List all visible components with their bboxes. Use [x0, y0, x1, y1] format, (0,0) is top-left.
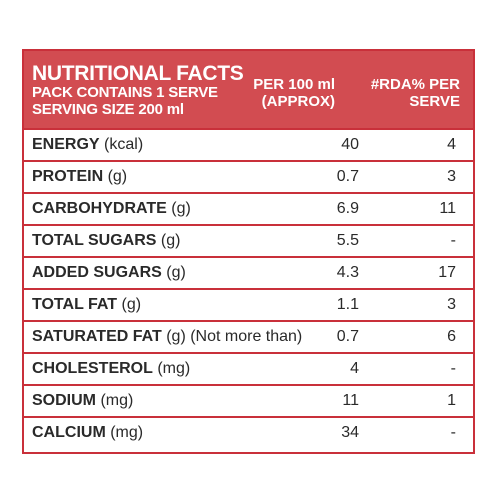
nutrient-rda-value: - — [450, 424, 456, 441]
nutrient-per100-value: 1.1 — [336, 296, 359, 313]
nutrient-per100-value: 11 — [342, 392, 359, 409]
nutrient-row-cholesterol: CHOLESTEROL (mg) 4 - — [24, 354, 473, 386]
nutrient-row-saturated-fat: SATURATED FAT (g) (Not more than) 0.7 6 — [24, 322, 473, 354]
nutrient-unit: (kcal) — [104, 136, 144, 153]
nutrient-name: TOTAL SUGARS — [32, 232, 157, 249]
nutrient-rda-value: - — [450, 360, 456, 377]
nutrient-unit: (g) — [121, 296, 142, 313]
pack-contains-line: PACK CONTAINS 1 SERVE — [32, 84, 218, 101]
nutrient-label: ADDED SUGARS (g) — [32, 264, 186, 282]
nutrient-rda-value: 6 — [447, 328, 456, 345]
nutrient-unit: (mg) — [157, 360, 191, 377]
nutrient-label: TOTAL SUGARS (g) — [32, 232, 180, 250]
column-header-rda-line1: #RDA% PER — [370, 76, 460, 93]
nutrient-name: SATURATED FAT — [32, 328, 162, 345]
nutrient-row-carbohydrate: CARBOHYDRATE (g) 6.9 11 — [24, 194, 473, 226]
nutrient-per100-value: 0.7 — [336, 168, 359, 185]
column-header-per-100ml-line1: PER 100 ml — [253, 76, 335, 93]
nutrient-rda-value: - — [450, 232, 456, 249]
nutrient-rda-value: 1 — [447, 392, 456, 409]
nutrient-unit: (g) — [166, 264, 186, 281]
nutrient-label: CARBOHYDRATE (g) — [32, 200, 191, 218]
nutrition-facts-panel: NUTRITIONAL FACTS PACK CONTAINS 1 SERVE … — [22, 49, 475, 454]
nutrient-rda-value: 17 — [438, 264, 456, 281]
nutrient-label: SODIUM (mg) — [32, 392, 133, 410]
nutrient-name: CARBOHYDRATE — [32, 200, 167, 217]
nutrient-name: ENERGY — [32, 136, 100, 153]
nutrient-unit: (g) (Not more than) — [166, 328, 303, 345]
column-header-per-100ml: PER 100 ml (APPROX) — [253, 76, 335, 110]
nutrient-per100-value: 40 — [341, 136, 359, 153]
serving-size-line: SERVING SIZE 200 ml — [32, 101, 184, 118]
nutrient-row-energy: ENERGY (kcal) 40 4 — [24, 130, 473, 162]
nutrient-row-calcium: CALCIUM (mg) 34 - — [24, 418, 473, 450]
nutrient-unit: (mg) — [100, 392, 134, 409]
nutrient-per100-value: 5.5 — [336, 232, 359, 249]
nutrient-per100-value: 4 — [350, 360, 359, 377]
column-header-per-100ml-line2: (APPROX) — [261, 93, 335, 110]
column-header-rda: #RDA% PER SERVE — [371, 76, 460, 110]
nutrient-name: CALCIUM — [32, 424, 106, 441]
nutrient-unit: (g) — [171, 200, 191, 217]
nutrition-header: NUTRITIONAL FACTS PACK CONTAINS 1 SERVE … — [24, 51, 473, 130]
nutrient-per100-value: 4.3 — [336, 264, 359, 281]
nutrient-rda-value: 4 — [447, 136, 456, 153]
nutrient-row-sodium: SODIUM (mg) 11 1 — [24, 386, 473, 418]
nutrient-label: PROTEIN (g) — [32, 168, 127, 186]
nutrient-per100-value: 0.7 — [336, 328, 359, 345]
nutrient-unit: (mg) — [110, 424, 144, 441]
nutrient-name: ADDED SUGARS — [32, 264, 162, 281]
nutrient-label: TOTAL FAT (g) — [32, 296, 141, 314]
nutrient-name: SODIUM — [32, 392, 96, 409]
nutrient-row-total-fat: TOTAL FAT (g) 1.1 3 — [24, 290, 473, 322]
nutrient-rda-value: 3 — [447, 168, 456, 185]
nutrient-name: TOTAL FAT — [32, 296, 118, 313]
nutrient-row-total-sugars: TOTAL SUGARS (g) 5.5 - — [24, 226, 473, 258]
nutrient-row-protein: PROTEIN (g) 0.7 3 — [24, 162, 473, 194]
nutrient-name: PROTEIN — [32, 168, 104, 185]
nutrient-unit: (g) — [160, 232, 181, 249]
nutrient-label: CHOLESTEROL (mg) — [32, 360, 190, 378]
nutrient-rda-value: 3 — [447, 296, 456, 313]
nutrient-label: ENERGY (kcal) — [32, 136, 143, 154]
nutrient-per100-value: 34 — [341, 424, 359, 441]
nutrient-unit: (g) — [107, 168, 128, 185]
nutrient-name: CHOLESTEROL — [32, 360, 153, 377]
column-header-rda-line2: SERVE — [409, 93, 460, 110]
nutrient-rows: ENERGY (kcal) 40 4 PROTEIN (g) 0.7 3 CAR… — [24, 130, 473, 450]
nutrient-label: SATURATED FAT (g) (Not more than) — [32, 328, 302, 346]
nutrition-title: NUTRITIONAL FACTS — [32, 62, 244, 85]
nutrient-label: CALCIUM (mg) — [32, 424, 143, 442]
nutrient-per100-value: 6.9 — [336, 200, 359, 217]
nutrient-row-added-sugars: ADDED SUGARS (g) 4.3 17 — [24, 258, 473, 290]
nutrient-rda-value: 11 — [439, 200, 456, 217]
